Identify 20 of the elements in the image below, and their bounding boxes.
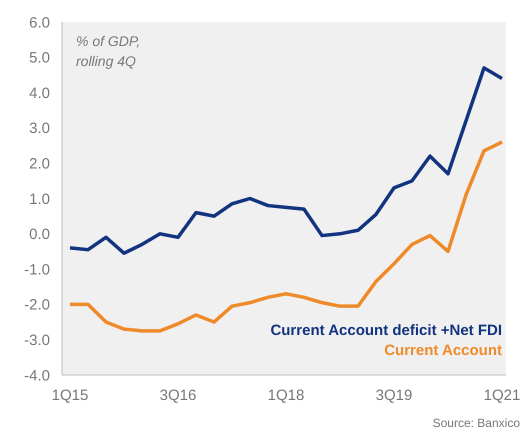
- annotation: % of GDP, rolling 4Q: [76, 33, 140, 69]
- y-tick-label: 4.0: [29, 84, 50, 102]
- y-tick-label: 3.0: [29, 120, 50, 138]
- y-tick-label: -1.0: [24, 261, 50, 278]
- y-tick-label: -3.0: [24, 332, 50, 349]
- y-tick-label: 1.0: [29, 190, 50, 208]
- source-note: Source: Banxico: [432, 416, 520, 430]
- y-tick-label: 0.0: [29, 226, 50, 244]
- x-tick-label: 1Q18: [268, 387, 304, 404]
- y-tick-label: -2.0: [24, 296, 50, 314]
- text: Current Account deficit +Net FDI: [270, 322, 502, 339]
- y-tick-label: 2.0: [29, 155, 50, 172]
- text: Current Account: [384, 342, 502, 359]
- x-tick-label: 1Q21: [484, 387, 520, 404]
- x-tick-label: 3Q16: [160, 387, 196, 404]
- y-tick-label: -4.0: [24, 367, 50, 384]
- y-tick-label: 5.0: [29, 50, 50, 67]
- x-tick-label: 1Q15: [52, 387, 88, 404]
- y-tick-label: 6.0: [29, 14, 50, 32]
- x-tick-label: 3Q19: [376, 387, 412, 404]
